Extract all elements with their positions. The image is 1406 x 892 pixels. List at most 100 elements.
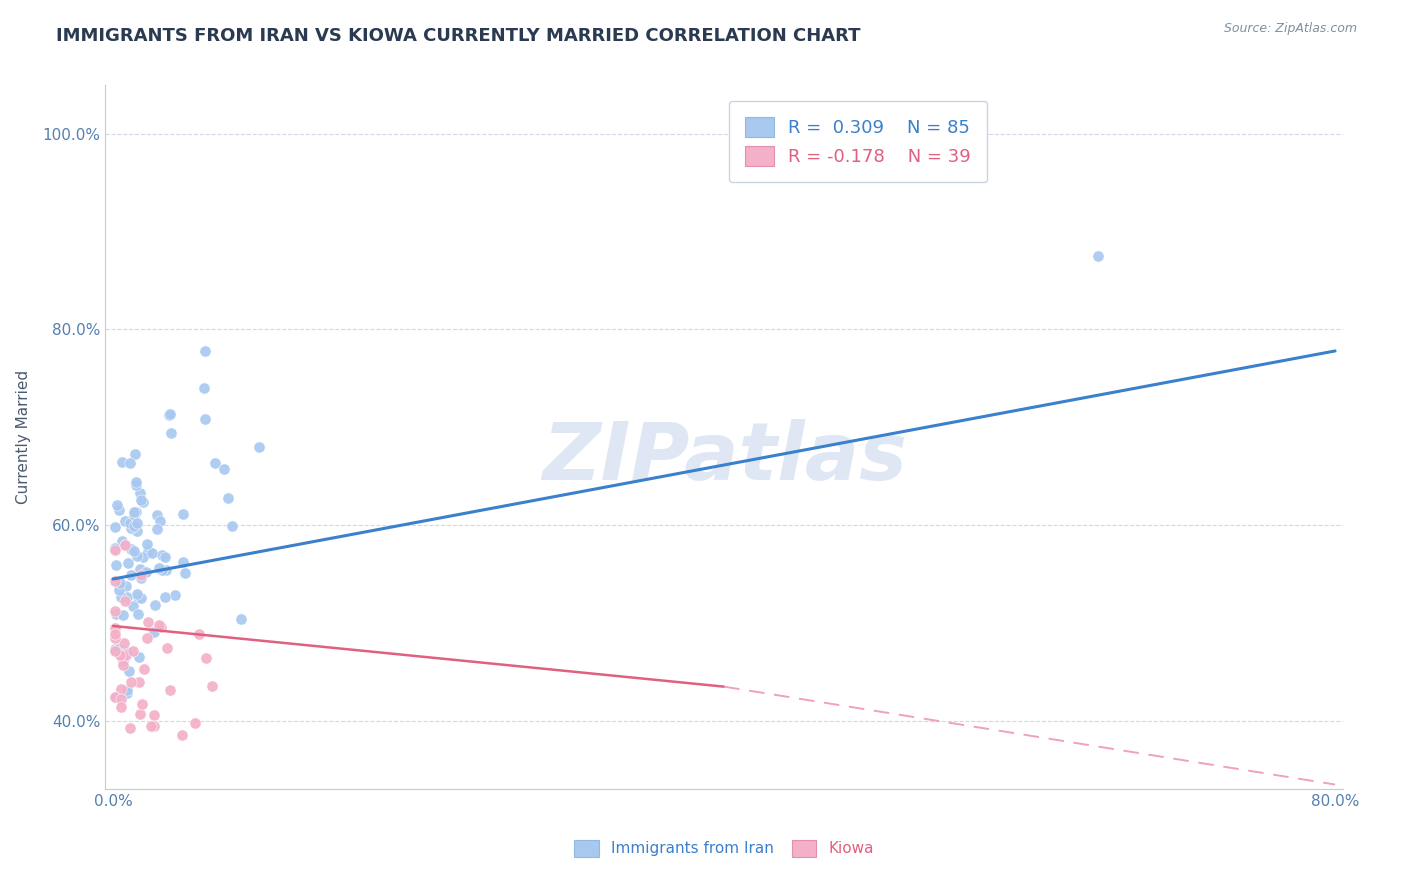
Point: [143, 707, 166, 722]
Point: [129, 706, 152, 721]
Point: [115, 579, 138, 593]
Point: [115, 686, 138, 700]
Point: [131, 698, 153, 712]
Point: [117, 590, 139, 604]
Point: [217, 491, 239, 505]
Point: [139, 719, 162, 733]
Point: [125, 549, 148, 564]
Point: [121, 644, 143, 658]
Point: [125, 475, 148, 490]
Point: [122, 504, 145, 518]
Text: Source: ZipAtlas.com: Source: ZipAtlas.com: [1223, 22, 1357, 36]
Point: [204, 456, 226, 470]
Point: [104, 690, 127, 704]
Point: [136, 537, 159, 551]
Point: [193, 381, 215, 395]
Point: [145, 508, 167, 522]
Point: [105, 498, 128, 512]
Point: [120, 456, 142, 470]
Point: [120, 542, 142, 557]
Point: [124, 447, 146, 461]
Point: [107, 503, 129, 517]
Point: [131, 591, 153, 605]
Point: [143, 598, 166, 612]
Point: [172, 507, 194, 521]
Point: [120, 521, 142, 535]
Point: [104, 541, 127, 556]
Point: [128, 650, 150, 665]
Point: [146, 522, 169, 536]
Point: [153, 590, 176, 604]
Point: [111, 534, 134, 549]
Legend: Immigrants from Iran, Kiowa: Immigrants from Iran, Kiowa: [568, 834, 880, 863]
Point: [159, 683, 181, 698]
Point: [112, 636, 135, 650]
Point: [112, 654, 135, 668]
Point: [153, 549, 176, 564]
Point: [128, 486, 150, 500]
Point: [157, 408, 180, 422]
Point: [194, 344, 217, 359]
Point: [128, 675, 150, 690]
Point: [131, 493, 153, 508]
Point: [155, 563, 177, 577]
Point: [104, 621, 127, 635]
Point: [127, 524, 149, 539]
Point: [104, 627, 127, 641]
Point: [120, 568, 142, 582]
Point: [170, 728, 193, 742]
Point: [122, 599, 145, 613]
Point: [104, 519, 127, 533]
Point: [129, 567, 152, 582]
Point: [108, 648, 131, 662]
Point: [104, 644, 127, 658]
Point: [104, 603, 127, 617]
Point: [127, 516, 149, 530]
Point: [110, 590, 132, 604]
Point: [143, 718, 166, 732]
Point: [104, 542, 127, 557]
Point: [174, 566, 197, 580]
Point: [107, 583, 129, 598]
Point: [118, 516, 141, 531]
Point: [111, 454, 134, 468]
Point: [118, 721, 141, 735]
Point: [194, 650, 217, 665]
Point: [122, 508, 145, 523]
Point: [124, 543, 146, 558]
Point: [187, 627, 209, 641]
Point: [135, 565, 157, 579]
Text: ZIPatlas: ZIPatlas: [541, 419, 907, 497]
Point: [118, 664, 141, 678]
Point: [247, 440, 270, 454]
Point: [160, 425, 183, 440]
Point: [149, 620, 172, 634]
Point: [112, 607, 135, 622]
Point: [114, 538, 136, 552]
Point: [104, 690, 127, 704]
Point: [128, 562, 150, 576]
Point: [136, 632, 159, 646]
Y-axis label: Currently Married: Currently Married: [17, 370, 31, 504]
Point: [108, 576, 131, 591]
Point: [114, 594, 136, 608]
Point: [136, 543, 159, 558]
Point: [115, 683, 138, 698]
Point: [127, 607, 149, 622]
Point: [172, 555, 194, 569]
Point: [115, 644, 138, 658]
Point: [141, 546, 163, 560]
Point: [148, 617, 170, 632]
Point: [155, 641, 177, 656]
Point: [110, 682, 132, 697]
Point: [131, 495, 153, 509]
Point: [212, 462, 235, 476]
Point: [125, 505, 148, 519]
Point: [110, 700, 132, 714]
Point: [125, 587, 148, 601]
Point: [125, 477, 148, 491]
Point: [104, 631, 127, 645]
Point: [184, 716, 207, 731]
Point: [105, 558, 128, 573]
Point: [150, 548, 173, 562]
